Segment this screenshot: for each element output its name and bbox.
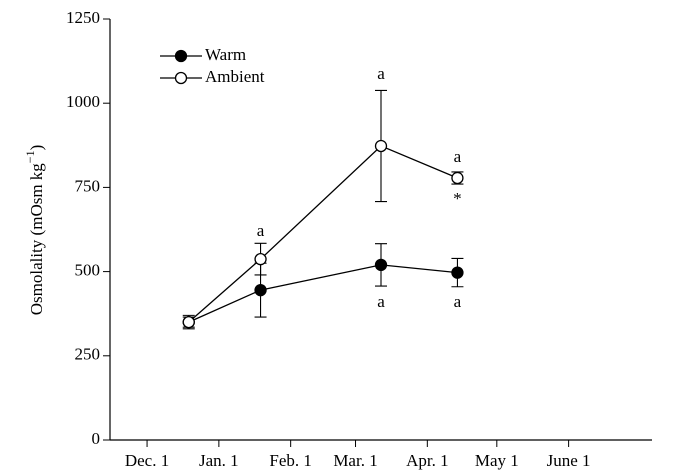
x-tick-label: June 1 [547,451,591,470]
legend-marker [174,49,188,63]
y-label-end: ) [27,145,46,151]
marker [451,266,464,279]
annotation: a [454,292,462,311]
marker [451,171,464,185]
y-tick-label: 1250 [66,8,100,27]
legend-label: Warm [205,45,246,64]
marker [254,283,267,297]
y-tick-label: 500 [75,261,101,280]
marker [374,258,388,272]
series-line [188,145,458,323]
annotation: a [454,147,462,166]
series-line [188,264,458,323]
marker [374,139,388,153]
marker [182,315,195,329]
y-axis-label: Osmolality (mOsm kg−1) [23,145,46,316]
x-tick-label: Jan. 1 [199,451,239,470]
x-tick-label: May 1 [475,451,519,470]
y-tick-label: 1000 [66,92,100,111]
annotation: * [453,189,462,208]
annotation: a [377,64,385,83]
x-tick-label: Mar. 1 [333,451,377,470]
x-tick-label: Feb. 1 [269,451,312,470]
y-tick-label: 750 [75,176,101,195]
y-label-main: Osmolality (mOsm kg [27,163,46,316]
x-tick-label: Apr. 1 [406,451,449,470]
marker [254,252,267,266]
y-tick-label: 0 [92,429,101,448]
x-tick-label: Dec. 1 [125,451,169,470]
y-label-sup: −1 [23,150,37,163]
annotation: a [377,292,385,311]
y-tick-label: 250 [75,345,101,364]
legend-label: Ambient [205,67,265,86]
legend-marker [174,71,188,85]
annotation: a [257,221,265,240]
